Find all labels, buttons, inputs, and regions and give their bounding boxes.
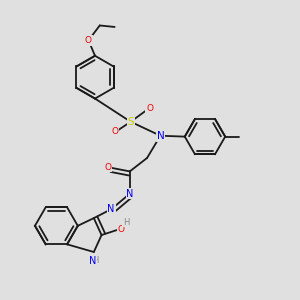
Text: O: O [118,225,125,234]
Text: O: O [111,127,118,136]
Text: N: N [107,204,115,214]
Text: N: N [126,189,134,199]
Text: H: H [92,256,98,266]
Text: N: N [157,131,164,141]
Text: N: N [89,256,96,266]
Text: S: S [128,117,134,127]
Text: O: O [146,104,153,113]
Text: O: O [104,163,111,172]
Text: O: O [85,36,92,45]
Text: H: H [123,218,129,227]
